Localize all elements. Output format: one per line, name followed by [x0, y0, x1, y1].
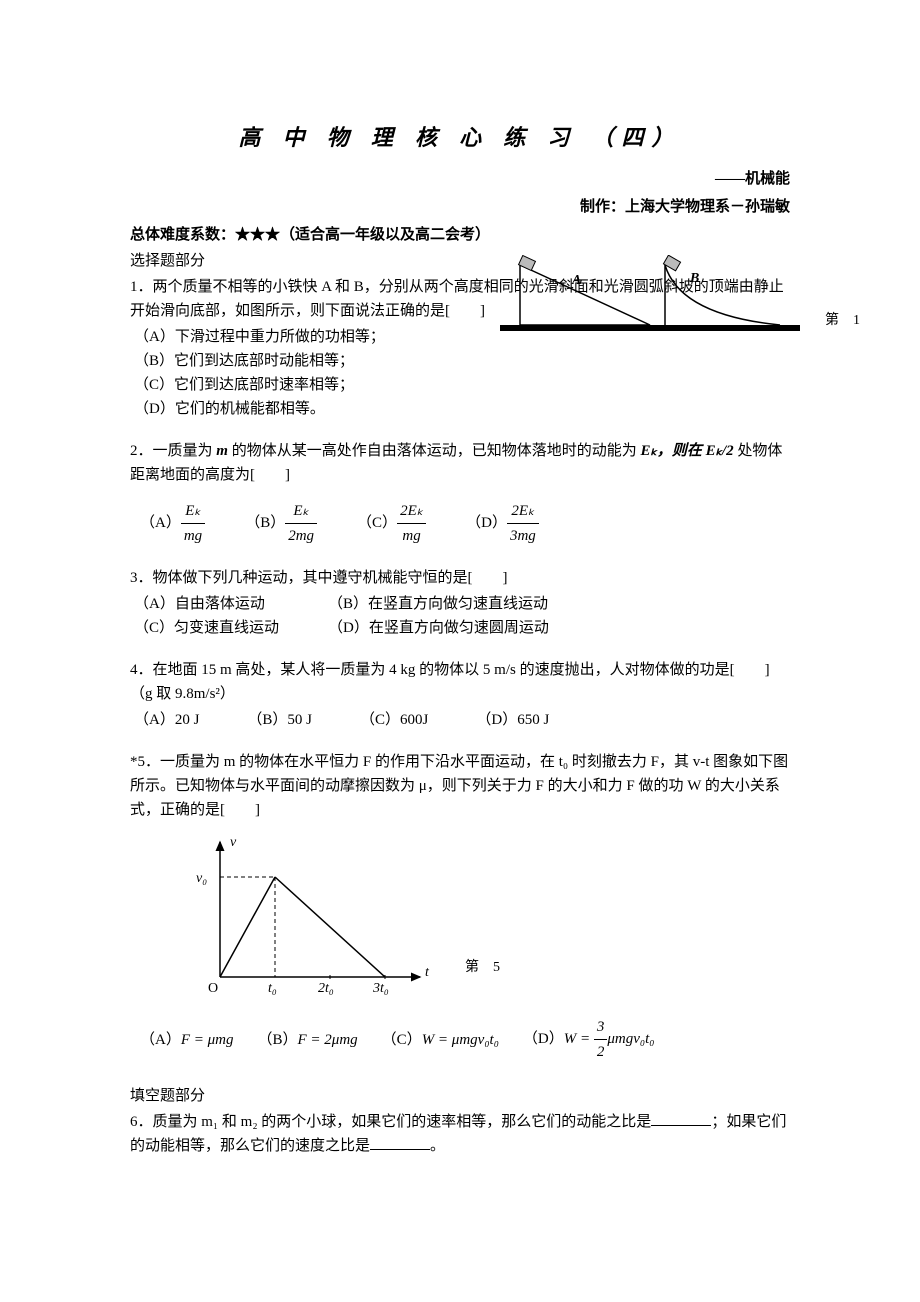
q5-diagram: v v₀ O t₀ 2t₀ 3t₀ t 第 5	[190, 832, 790, 1005]
q2-b-num: Eₖ	[285, 499, 317, 524]
q1-fig-label: 第 1	[825, 310, 860, 332]
q6-blank-2[interactable]	[370, 1135, 430, 1150]
q2-option-d: （D）2Eₖ3mg	[466, 499, 539, 548]
q2-option-a: （A）Eₖmg	[140, 499, 205, 548]
question-3: 3．物体做下列几种运动，其中遵守机械能守恒的是[ ] （A）自由落体运动 （B）…	[130, 566, 790, 640]
q5-option-d: （D）W = 32μmgv₀t₀	[523, 1015, 655, 1064]
q2-d-label: （D）	[466, 515, 507, 531]
q2-a-label: （A）	[140, 515, 181, 531]
q5-v0-label: v₀	[196, 868, 207, 890]
section-fill-header: 填空题部分	[130, 1084, 790, 1108]
q1-label-b: B	[690, 268, 699, 290]
page-subtitle: ——机械能	[130, 167, 790, 191]
q2-c-label: （C）	[357, 515, 397, 531]
q4-option-a: （A）20 J	[134, 708, 199, 732]
question-2: 2．一质量为 m 的物体从某一高处作自由落体运动，已知物体落地时的动能为 Eₖ，…	[130, 439, 790, 548]
q5-b-label: （B）	[258, 1032, 298, 1048]
q5-d-num: 3	[594, 1015, 608, 1040]
q6-text3: 。	[430, 1138, 445, 1154]
question-5: *5．一质量为 m 的物体在水平恒力 F 的作用下沿水平面运动，在 t₀ 时刻撤…	[130, 750, 790, 1064]
q5-c-label: （C）	[382, 1032, 422, 1048]
q2-b-label: （B）	[245, 515, 285, 531]
q2-c-num: 2Eₖ	[397, 499, 426, 524]
page-title: 高 中 物 理 核 心 练 习 （四）	[130, 120, 790, 155]
q5-2t0-label: 2t₀	[318, 978, 334, 1000]
q3-text: 3．物体做下列几种运动，其中遵守机械能守恒的是[ ]	[130, 566, 790, 590]
q1-option-d: （D）它们的机械能都相等。	[134, 397, 790, 421]
q5-axis-v: v	[230, 832, 236, 854]
difficulty-line: 总体难度系数：★★★（适合高一年级以及高二会考）	[130, 223, 790, 247]
q4-text: 4．在地面 15 m 高处，某人将一质量为 4 kg 的物体以 5 m/s 的速…	[130, 658, 790, 706]
q5-d-post: μmgv₀t₀	[607, 1031, 654, 1047]
q2-d-num: 2Eₖ	[507, 499, 539, 524]
q4-option-b: （B）50 J	[247, 708, 312, 732]
q5-c-eq: W = μmgv₀t₀	[422, 1032, 499, 1048]
q5-d-label: （D）	[523, 1031, 564, 1047]
q6-blank-1[interactable]	[651, 1111, 711, 1126]
q5-text: *5．一质量为 m 的物体在水平恒力 F 的作用下沿水平面运动，在 t₀ 时刻撤…	[130, 750, 790, 822]
q5-axis-t: t	[425, 962, 429, 984]
q5-option-a: （A）F = μmg	[140, 1028, 234, 1052]
q3-option-c: （C）匀变速直线运动	[134, 616, 324, 640]
author-line: 制作：上海大学物理系－孙瑞敏	[130, 195, 790, 219]
question-4: 4．在地面 15 m 高处，某人将一质量为 4 kg 的物体以 5 m/s 的速…	[130, 658, 790, 732]
q5-a-label: （A）	[140, 1032, 181, 1048]
q4-option-d: （D）650 J	[476, 708, 549, 732]
q2-text: 2．一质量为 m 的物体从某一高处作自由落体运动，已知物体落地时的动能为 Eₖ，…	[130, 439, 790, 487]
q1-diagram: A B 第 1	[500, 255, 820, 348]
q2-pre: 2．一质量为	[130, 443, 216, 459]
q2-d-den: 3mg	[507, 524, 539, 548]
q2-ek2: ，则在 Eₖ/2	[657, 443, 734, 459]
q5-3t0-label: 3t₀	[373, 978, 389, 1000]
question-1: 1．两个质量不相等的小铁快 A 和 B，分别从两个高度相同的光滑斜面和光滑圆弧斜…	[130, 275, 790, 421]
q2-a-num: Eₖ	[181, 499, 205, 524]
q1-label-a: A	[572, 270, 581, 292]
q2-c-den: mg	[397, 524, 426, 548]
q5-d-pre: W =	[564, 1031, 594, 1047]
q2-option-b: （B）Eₖ2mg	[245, 499, 317, 548]
q2-b-den: 2mg	[285, 524, 317, 548]
q2-m: m	[216, 443, 228, 459]
q5-fig-label: 第 5	[465, 957, 500, 979]
q5-option-b: （B）F = 2μmg	[258, 1028, 358, 1052]
q1-option-c: （C）它们到达底部时速率相等；	[134, 373, 790, 397]
q5-option-c: （C）W = μmgv₀t₀	[382, 1028, 499, 1052]
q5-t0-label: t₀	[268, 978, 277, 1000]
vt-graph-icon	[190, 832, 450, 997]
q5-d-den: 2	[594, 1040, 608, 1064]
q2-ek: Eₖ	[640, 443, 656, 459]
q4-option-c: （C）600J	[360, 708, 428, 732]
q2-option-c: （C）2Eₖmg	[357, 499, 426, 548]
q6-text1: 6．质量为 m₁ 和 m₂ 的两个小球，如果它们的速率相等，那么它们的动能之比是	[130, 1114, 651, 1130]
ramp-diagram-icon	[500, 255, 820, 340]
q5-a-eq: F = μmg	[181, 1032, 234, 1048]
q3-option-b: （B）在竖直方向做匀速直线运动	[328, 592, 548, 616]
q5-origin: O	[208, 978, 218, 1000]
q3-option-a: （A）自由落体运动	[134, 592, 324, 616]
q2-mid: 的物体从某一高处作自由落体运动，已知物体落地时的动能为	[228, 443, 641, 459]
q1-option-b: （B）它们到达底部时动能相等；	[134, 349, 790, 373]
q2-a-den: mg	[181, 524, 205, 548]
q5-b-eq: F = 2μmg	[298, 1032, 358, 1048]
question-6: 6．质量为 m₁ 和 m₂ 的两个小球，如果它们的速率相等，那么它们的动能之比是…	[130, 1110, 790, 1158]
q3-option-d: （D）在竖直方向做匀速圆周运动	[328, 616, 549, 640]
